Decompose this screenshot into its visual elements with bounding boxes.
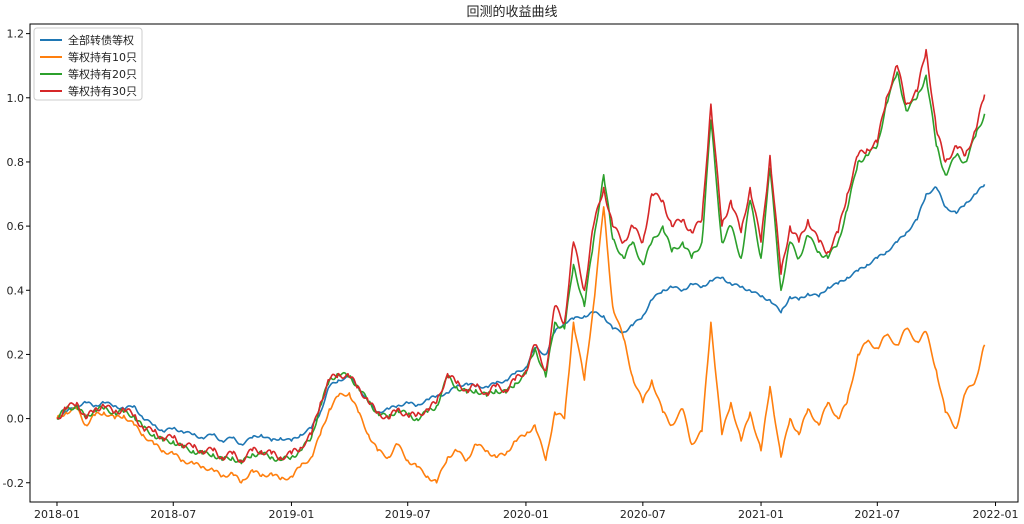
x-tick-label: 2018-07 <box>150 508 196 521</box>
y-tick-label: 0.0 <box>7 413 25 426</box>
y-tick-label: 0.4 <box>7 284 25 297</box>
y-tick-label: 1.2 <box>7 28 25 41</box>
x-tick-label: 2021-07 <box>854 508 900 521</box>
x-tick-label: 2020-01 <box>503 508 549 521</box>
y-tick-label: -0.2 <box>3 477 24 490</box>
series-line-4 <box>56 48 986 463</box>
x-tick-label: 2021-01 <box>738 508 784 521</box>
watermark: 硬核投资学 <box>819 459 984 493</box>
watermark-text: 硬核投资学 <box>864 464 984 492</box>
x-axis: 2018-01 2018-07 2019-01 2019-07 2020-01 2020-… <box>34 502 1019 521</box>
legend-box <box>33 27 143 101</box>
x-tick-label: 2018-01 <box>34 508 80 521</box>
y-axis: -0.2 0.0 0.2 0.4 0.6 0.8 1.0 1.2 <box>3 28 30 490</box>
legend-label: 等权持有30只 <box>68 84 137 98</box>
x-tick-label: 2019-01 <box>268 508 314 521</box>
x-tick-label: 2020-07 <box>620 508 666 521</box>
y-tick-label: 0.8 <box>7 156 25 169</box>
series-layer <box>56 48 986 484</box>
wechat-icon <box>819 459 859 493</box>
legend-label: 等权持有10只 <box>68 50 137 64</box>
chart-title: 回测的收益曲线 <box>466 4 557 20</box>
legend-label: 全部转债等权 <box>68 33 134 47</box>
x-tick-label: 2019-07 <box>385 508 431 521</box>
x-tick-label: 2022-01 <box>973 508 1019 521</box>
y-tick-label: 0.2 <box>7 348 25 361</box>
series-line-2 <box>56 206 986 484</box>
series-line-1 <box>57 184 986 446</box>
legend-label: 等权持有20只 <box>68 67 137 81</box>
series-line-3 <box>56 71 986 465</box>
y-tick-label: 1.0 <box>7 92 25 105</box>
plot-area-frame <box>29 23 1019 503</box>
y-tick-label: 0.6 <box>7 220 25 233</box>
